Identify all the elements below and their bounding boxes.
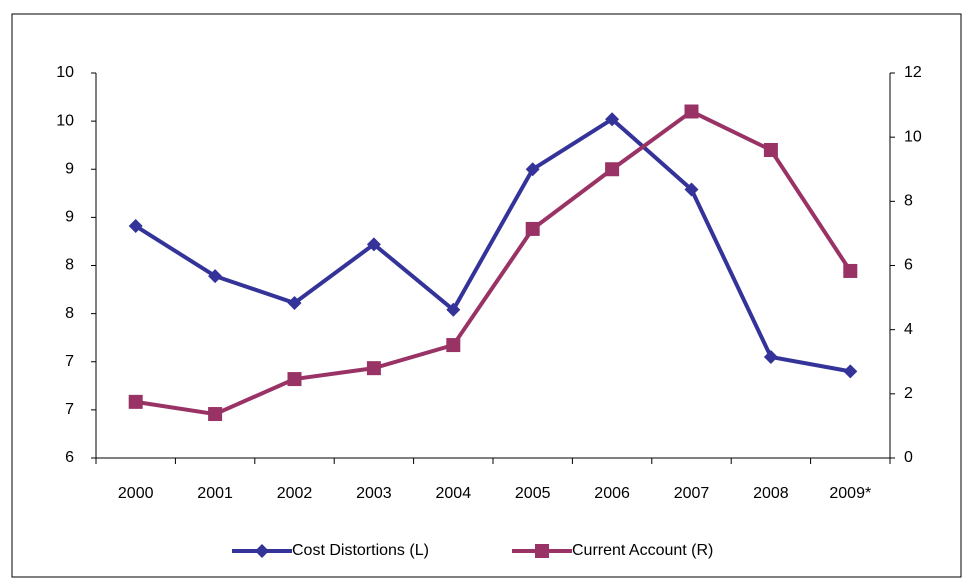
series-line (135, 109, 852, 417)
y2-tick-label: 6 (904, 257, 913, 274)
y-tick-label: 7 (65, 401, 74, 418)
x-tick-label: 2000 (118, 485, 154, 502)
y-tick-label: 8 (65, 257, 74, 274)
x-tick-label: 2003 (356, 485, 392, 502)
x-tick-label: 2001 (197, 485, 233, 502)
data-point (128, 394, 143, 409)
legend-label: Cost Distortions (L) (292, 542, 429, 559)
data-point (525, 162, 540, 177)
data-point (763, 349, 778, 364)
x-tick-label: 2008 (753, 485, 789, 502)
legend-marker (535, 544, 549, 558)
y-tick-label: 9 (65, 209, 74, 226)
data-point (684, 104, 699, 119)
data-point (684, 182, 699, 197)
data-point (287, 296, 302, 311)
x-tick-label: 2006 (594, 485, 630, 502)
series-line (134, 116, 851, 374)
y-tick-label: 10 (56, 64, 74, 81)
y2-tick-label: 2 (904, 385, 913, 402)
y-tick-label: 7 (65, 353, 74, 370)
y2-tick-label: 4 (904, 321, 913, 338)
y-tick-label: 9 (65, 160, 74, 177)
y-tick-label: 6 (65, 449, 74, 466)
data-point (605, 162, 620, 177)
data-point (366, 361, 381, 376)
data-point (287, 372, 302, 387)
data-point (605, 112, 620, 127)
x-tick-label: 2002 (277, 485, 313, 502)
y-tick-label: 8 (65, 305, 74, 322)
data-point (128, 219, 143, 234)
data-point (446, 338, 461, 353)
y2-tick-label: 12 (904, 64, 922, 81)
y-tick-label: 10 (56, 112, 74, 129)
data-point (843, 364, 858, 379)
x-tick-label: 2007 (674, 485, 710, 502)
y2-tick-label: 0 (904, 449, 913, 466)
data-point (843, 263, 858, 278)
legend-label: Current Account (R) (572, 542, 713, 559)
data-point (525, 221, 540, 236)
x-tick-label: 2009* (829, 485, 871, 502)
y2-tick-label: 10 (904, 128, 922, 145)
data-point (208, 269, 223, 284)
x-tick-label: 2004 (436, 485, 472, 502)
y2-tick-label: 8 (904, 193, 913, 210)
data-point (208, 407, 223, 422)
x-tick-label: 2005 (515, 485, 551, 502)
data-point (446, 302, 461, 317)
data-point (763, 143, 778, 157)
legend-marker (255, 544, 269, 558)
data-point (366, 237, 381, 252)
